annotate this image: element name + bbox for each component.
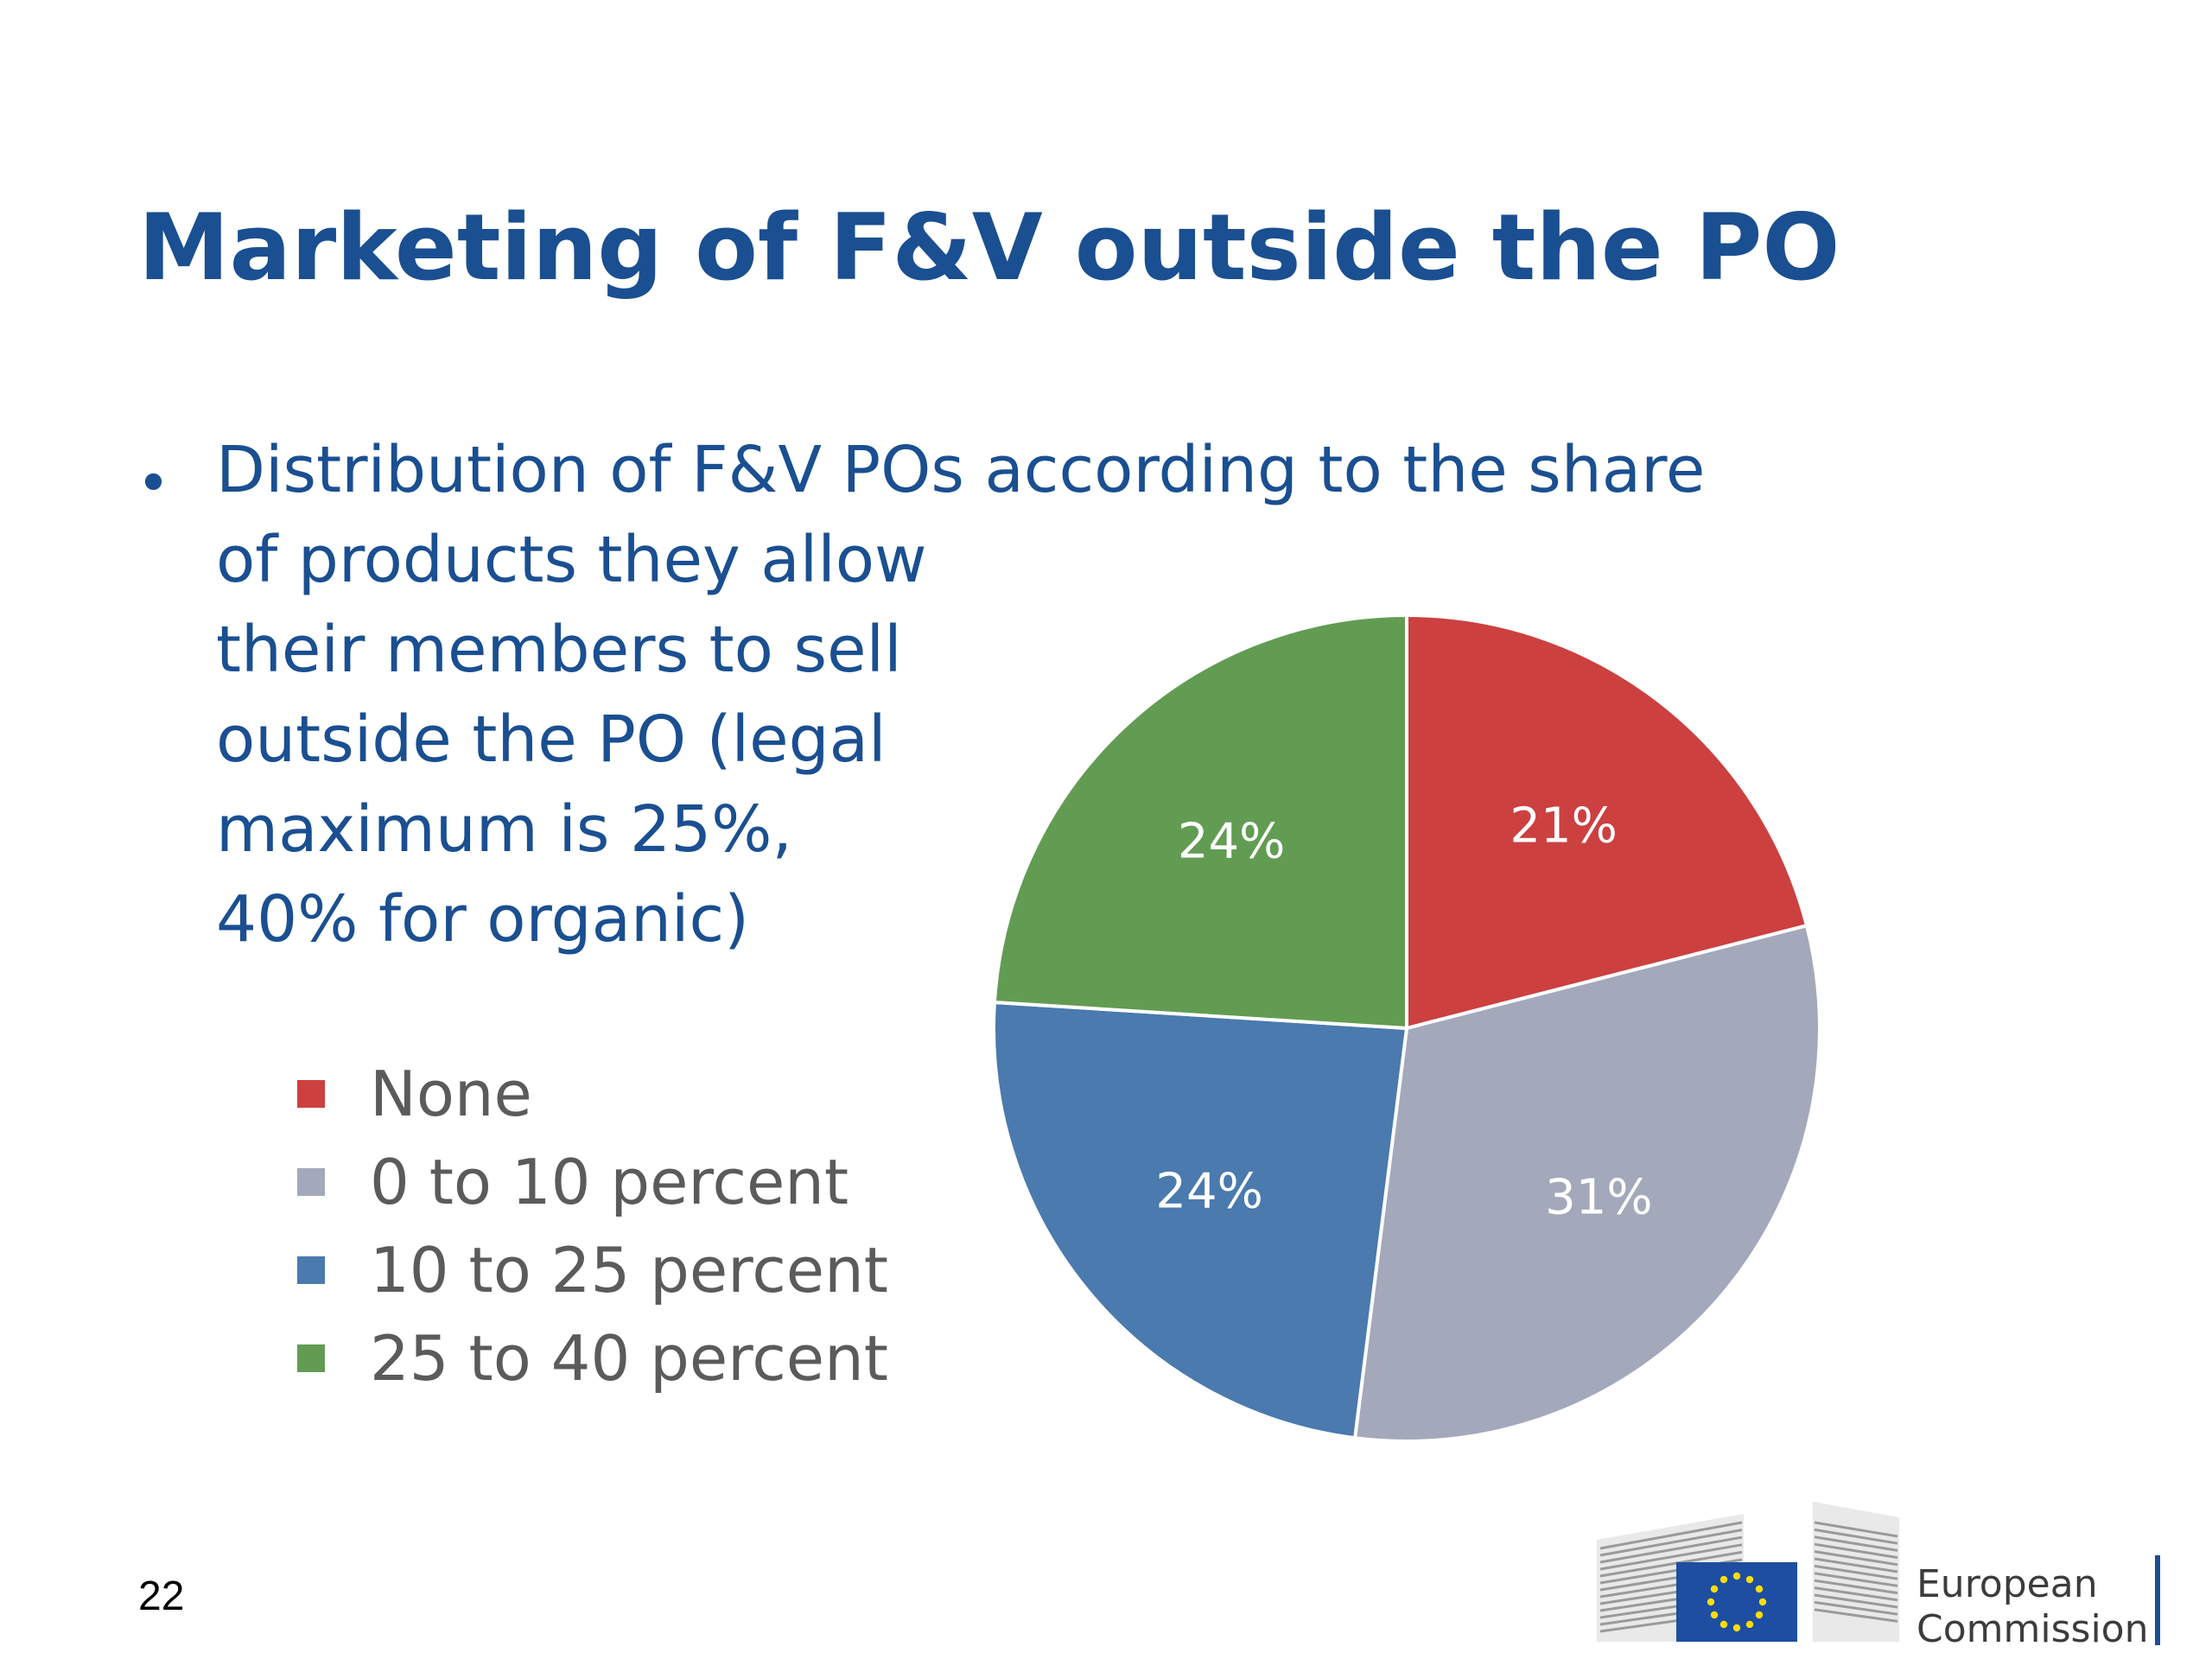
bullet-marker: • [137,450,170,517]
logo-wordmark: European Commission [1916,1562,2148,1652]
pie-slice-0 [1405,613,1808,1030]
logo-line-2: Commission [1916,1607,2149,1651]
bullet-line: their members to sell [216,613,902,687]
pie-data-label: 21% [1510,798,1617,854]
logo-divider [2155,1555,2160,1645]
eu-flag-icon [1676,1562,1797,1642]
legend-swatch [297,1256,325,1284]
bullet-line: of products they allow [216,523,927,597]
page-number: 22 [138,1573,185,1619]
legend-swatch [297,1168,325,1196]
logo-line-1: European [1916,1562,2098,1606]
legend-label: 0 to 10 percent [370,1146,849,1218]
bullet-text: Distribution of F&V POs according to the… [216,425,1944,964]
pie-data-label: 31% [1545,1169,1652,1225]
legend-label: 25 to 40 percent [370,1322,888,1395]
legend-label: 10 to 25 percent [370,1234,888,1306]
bullet-line: Distribution of F&V POs according to the… [216,433,1706,507]
pie-slice-3 [992,613,1408,1030]
bullet-line: 40% for organic) [216,882,750,957]
pie-data-label: 24% [1178,813,1285,869]
european-commission-logo-icon [1597,1502,1899,1642]
pie-data-label: 24% [1155,1163,1262,1219]
legend-label: None [370,1058,532,1130]
pie-slice-1 [1353,924,1821,1443]
pie-slice-2 [992,1000,1408,1440]
bullet-line: maximum is 25%, [216,792,793,867]
legend-swatch [297,1344,325,1372]
bullet-line: outside the PO (legal [216,702,887,777]
legend-swatch [297,1080,325,1108]
slide-title: Marketing of F&V outside the PO [138,194,1840,301]
